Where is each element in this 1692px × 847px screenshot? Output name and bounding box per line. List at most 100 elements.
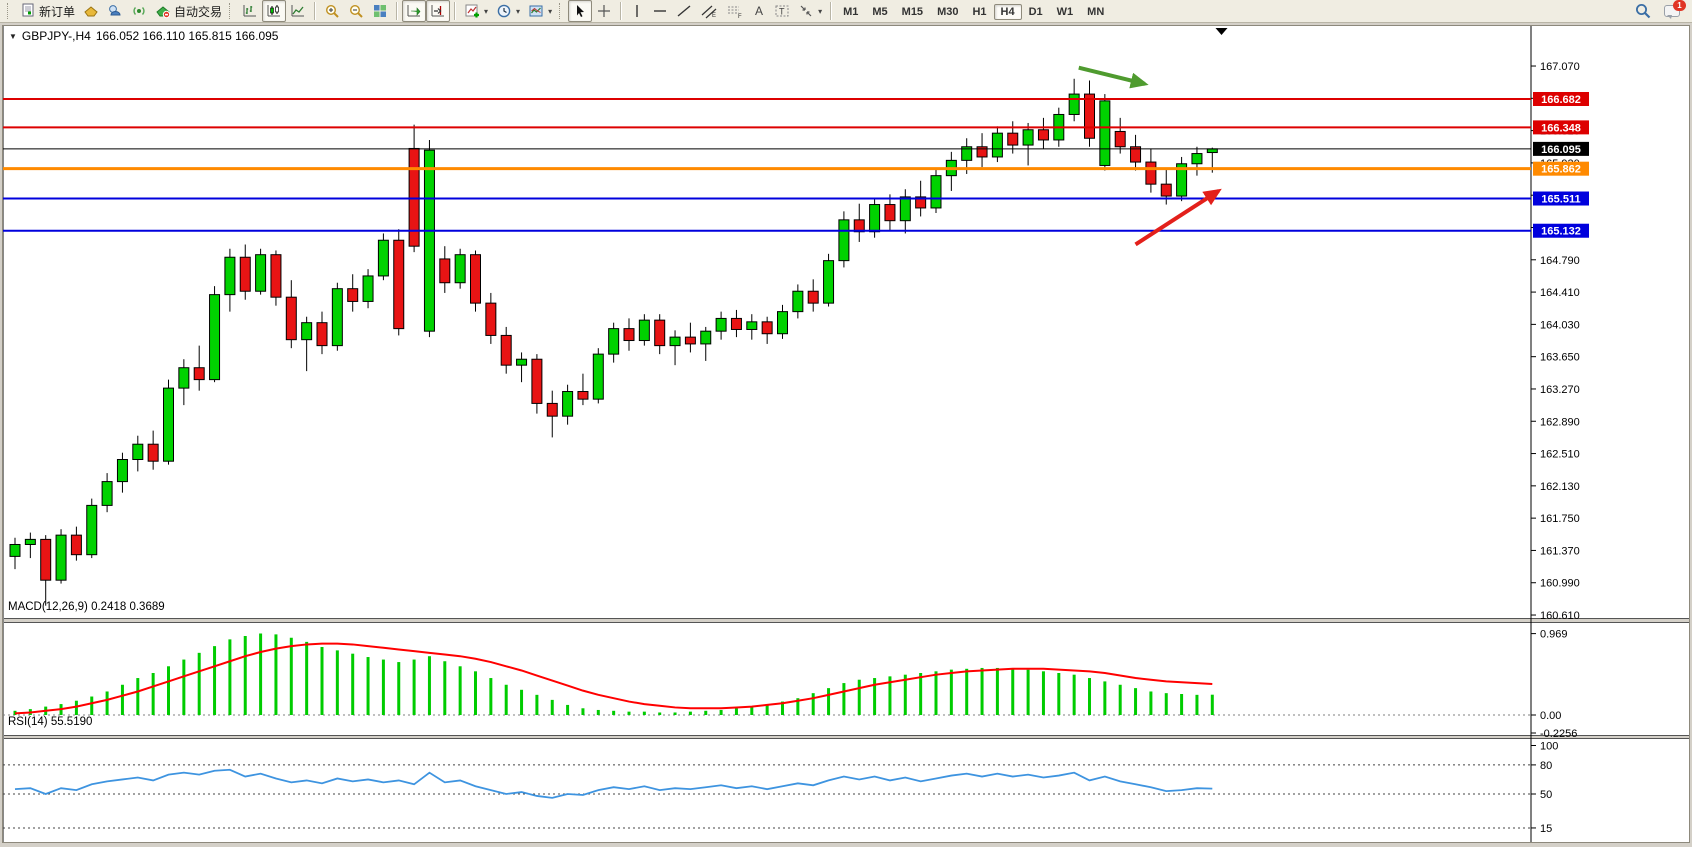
autotrade-button[interactable]: 自动交易 [151,0,226,22]
candle-bull [562,391,574,417]
chart-shift-button[interactable] [426,0,451,22]
arrows-button[interactable]: ▾ [794,0,826,22]
tile-windows-button[interactable] [368,0,392,22]
pane-splitter[interactable] [3,735,1689,739]
equidistant-channel-icon: E [701,5,717,19]
search-button[interactable] [1630,0,1656,22]
line-chart-icon [291,5,305,17]
signals-button[interactable] [127,0,151,22]
price-level-badge [1533,223,1589,238]
candle-bull [592,353,604,400]
price-tick-label: 163.270 [1540,384,1580,396]
text-icon: A [755,4,763,18]
timeframe-button-M1[interactable]: M1 [843,6,859,18]
price-tick-label: 167.070 [1540,61,1580,73]
pane-splitter[interactable] [3,618,1689,623]
candle-bear [684,336,696,345]
new-order-button[interactable]: 新订单 [16,0,79,22]
auto-scroll-button[interactable] [402,0,427,22]
vertical-line-button[interactable] [626,0,648,22]
price-tick-label: 161.370 [1540,545,1580,557]
rsi-indicator-label: RSI(14) 55.5190 [8,716,93,728]
candle-bull [608,328,620,355]
red-trend-arrow[interactable] [1134,188,1222,247]
candle-bear [40,538,52,581]
price-level-badge-label: 166.095 [1541,144,1581,156]
timeframe-button-H4[interactable]: H4 [993,4,1022,20]
price-tick-label: 164.410 [1540,287,1580,299]
price-level-badge [1533,141,1589,156]
templates-button[interactable]: ▾ [524,0,556,22]
chart-title[interactable]: ▼ GBPJPY-,H4 166.052 166.110 165.815 166… [9,29,278,43]
text-button[interactable]: A [748,0,770,22]
price-tick-label: 161.750 [1540,513,1580,525]
chart-canvas[interactable]: 167.070166.690166.310165.930165.550165.1… [3,26,1689,842]
indicators-button[interactable]: ▾ [460,0,492,22]
autotrade-label: 自动交易 [174,4,223,19]
candlestick-chart-button[interactable] [262,0,287,22]
clock-icon [497,4,511,18]
crosshair-button[interactable] [592,0,616,22]
toolbar-separator [314,2,317,20]
market-watch-icon [109,5,121,16]
autotrade-icon [156,6,171,19]
profiles-icon [84,6,98,17]
toolbar-separator [454,2,457,20]
candle-bear [239,256,251,292]
rsi-tick-label: 100 [1540,741,1558,753]
timeframe-button-MN[interactable]: MN [1087,6,1105,18]
zoom-out-button[interactable] [344,0,368,22]
text-label-button[interactable]: T [770,0,794,22]
candle-bull [746,321,758,330]
vertical-line-icon [636,5,638,17]
timeframe-button-H1[interactable]: H1 [972,6,987,18]
toolbar-grip[interactable] [229,3,235,19]
candle-bear [807,290,819,304]
candle-bull [838,219,850,262]
price-tick-label: 163.650 [1540,352,1580,364]
price-tick-label: 160.990 [1540,578,1580,590]
candle-bull [516,358,528,366]
dropdown-caret-icon: ▾ [484,6,489,16]
market-watch-button[interactable] [103,0,127,22]
candle-bull [86,504,98,556]
timeframe-button-M15[interactable]: M15 [901,6,924,18]
price-level-badge-label: 165.132 [1541,226,1581,238]
toolbar-separator [830,2,833,20]
profiles-button[interactable] [79,0,103,22]
candle-bear [285,296,297,341]
candle-bear [531,358,543,404]
candle-bull [9,543,21,557]
chart-shift-marker[interactable] [1215,28,1228,35]
candle-bear [470,254,481,304]
tile-windows-icon [374,5,387,17]
zoom-in-button[interactable] [320,0,344,22]
candle-bull [255,254,267,292]
candle-bull [792,290,804,313]
green-trend-arrow[interactable] [1078,65,1149,89]
trendline-button[interactable] [672,0,696,22]
timeframe-button-D1[interactable]: D1 [1028,6,1043,18]
candle-bear [270,254,282,298]
equidistant-channel-button[interactable]: E [696,0,722,22]
one-click-expand-icon[interactable]: ▼ [9,31,17,41]
timeframe-button-W1[interactable]: W1 [1056,6,1074,18]
auto-scroll-icon [407,5,421,17]
candle-bull [823,260,835,304]
toolbar-grip[interactable] [559,3,565,19]
candle-bear [761,321,773,335]
line-chart-button[interactable] [286,0,310,22]
timeframe-button-M30[interactable]: M30 [937,6,959,18]
notifications-button[interactable]: 1 [1662,0,1686,21]
cursor-button[interactable] [568,0,593,22]
candle-bull [301,322,313,341]
bar-chart-button[interactable] [238,0,262,22]
periods-button[interactable]: ▾ [492,0,524,22]
timeframe-button-M5[interactable]: M5 [872,6,888,18]
candle-bear [1130,146,1142,163]
toolbar-grip[interactable] [7,3,13,19]
candle-bear [316,322,328,347]
fibonacci-button[interactable]: F [722,0,748,22]
horizontal-line-button[interactable] [648,0,672,22]
